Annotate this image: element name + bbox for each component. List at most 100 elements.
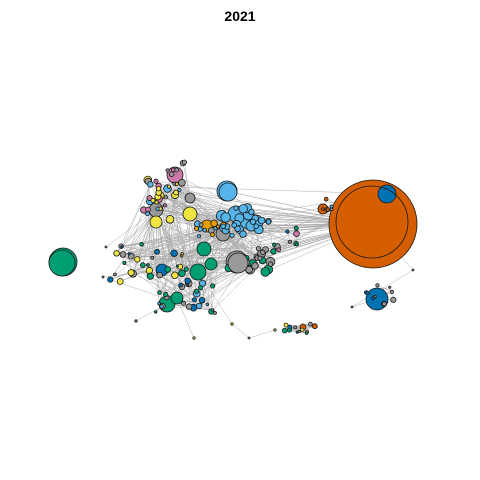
node-lightblue-9 xyxy=(229,232,235,238)
node-bridge-2 xyxy=(276,247,282,253)
network-edge xyxy=(176,183,213,286)
network-edge xyxy=(351,269,414,308)
network-edge xyxy=(248,329,276,339)
node-left-mid-18 xyxy=(171,271,179,279)
node-amber-area-10 xyxy=(202,227,208,233)
node-gray-top xyxy=(184,192,196,204)
node-left-bottom-17 xyxy=(198,296,206,304)
network-edge xyxy=(174,195,181,267)
network-edge xyxy=(131,272,200,307)
node-left-mid-7 xyxy=(175,264,179,268)
node-overlap-2 xyxy=(227,252,249,274)
node-green-2 xyxy=(189,263,207,281)
node-green-5 xyxy=(204,257,218,271)
node-lightblue-14 xyxy=(265,219,272,225)
network-edge xyxy=(206,225,258,259)
node-left-bottom-21 xyxy=(195,302,203,310)
node-periph-1 xyxy=(104,245,108,249)
node-pink-sat-0 xyxy=(165,168,170,173)
network-edge xyxy=(203,248,263,253)
node-periph-9 xyxy=(213,311,217,315)
node-gray-20 xyxy=(267,261,274,267)
node-bottom-cluster-9 xyxy=(308,321,313,327)
node-lightblue-18 xyxy=(220,212,231,223)
node-blue-right-sat-1 xyxy=(388,285,392,289)
node-left-bottom-15 xyxy=(181,300,187,306)
network-edge xyxy=(121,184,151,248)
node-left-mid-17 xyxy=(120,245,124,249)
network-edge xyxy=(198,224,237,306)
node-left-top-0 xyxy=(177,187,182,192)
node-gray-19 xyxy=(257,255,263,261)
node-bottom-cluster-7 xyxy=(297,329,301,333)
network-edge xyxy=(258,221,269,249)
node-bottom-cluster-3 xyxy=(281,327,288,334)
node-left-bottom-10 xyxy=(205,302,210,307)
network-edge xyxy=(120,209,157,247)
node-lightblue-24 xyxy=(231,222,238,229)
node-left-mid-27 xyxy=(116,278,124,285)
node-amber-area-5 xyxy=(198,222,204,228)
node-left-top-20 xyxy=(154,200,159,205)
node-lightblue-1 xyxy=(239,230,247,238)
node-amber-area-8 xyxy=(193,225,199,231)
node-bottom-cluster-0 xyxy=(283,322,289,328)
node-periph-10 xyxy=(230,322,234,326)
node-left-mid-15 xyxy=(140,262,146,268)
network-edge xyxy=(155,221,240,259)
node-left-top-17 xyxy=(172,181,177,186)
node-left-bottom-9 xyxy=(157,301,161,306)
node-layer xyxy=(48,159,418,340)
node-left-top-11 xyxy=(158,206,163,211)
node-left-bottom-8 xyxy=(193,288,200,294)
node-periph-2 xyxy=(101,275,105,279)
node-left-top-9 xyxy=(166,184,171,189)
node-left-top-12 xyxy=(145,211,150,217)
node-orange-sat-2 xyxy=(329,207,334,212)
node-blue-right-sat-2 xyxy=(390,296,397,303)
network-edge xyxy=(110,209,157,280)
node-bottom-cluster-10 xyxy=(293,325,298,330)
node-orange-sat-4 xyxy=(321,207,325,211)
node-periph-5 xyxy=(247,336,251,340)
node-left-bottom-16 xyxy=(210,283,216,289)
node-periph-8 xyxy=(350,305,354,309)
node-left-top-7 xyxy=(156,186,162,192)
node-blue-right-sat-7 xyxy=(375,283,380,288)
node-orange-sat-5 xyxy=(323,196,329,202)
node-left-bottom-14 xyxy=(185,303,193,310)
network-edge xyxy=(158,253,175,304)
network-edge xyxy=(162,223,215,307)
network-edge xyxy=(121,230,212,248)
network-edge xyxy=(182,163,191,199)
node-bottom-cluster-8 xyxy=(304,331,309,335)
network-edge xyxy=(176,297,195,339)
node-bridge-9 xyxy=(270,248,277,255)
node-overlap-0 xyxy=(48,249,76,277)
node-orange-sat-3 xyxy=(325,207,330,212)
node-bottom-cluster-5 xyxy=(287,324,293,330)
node-bridge-0 xyxy=(295,242,299,247)
node-left-bottom-2 xyxy=(159,304,164,309)
node-pink-sat-5 xyxy=(168,171,175,177)
plot-title: 2021 xyxy=(224,8,255,24)
node-blue-top xyxy=(377,184,397,204)
node-left-mid-5 xyxy=(150,255,155,260)
node-left-mid-22 xyxy=(186,283,190,287)
node-bottom-cluster-4 xyxy=(300,327,305,332)
node-left-mid-21 xyxy=(183,266,189,272)
node-left-mid-12 xyxy=(113,250,120,257)
node-left-bottom-3 xyxy=(162,291,169,298)
network-edge xyxy=(124,262,213,311)
node-left-bottom-13 xyxy=(191,297,197,303)
node-blue-right-sat-5 xyxy=(365,291,370,296)
node-blue-right-sat-6 xyxy=(371,296,376,301)
node-blue-right-sat-8 xyxy=(373,294,377,298)
node-blue-right-sat-3 xyxy=(389,289,394,294)
node-left-top-21 xyxy=(173,189,179,196)
node-gray-15 xyxy=(255,245,262,252)
node-left-mid-32 xyxy=(154,248,160,255)
node-left-mid-0 xyxy=(122,260,127,265)
network-edge xyxy=(122,254,166,295)
